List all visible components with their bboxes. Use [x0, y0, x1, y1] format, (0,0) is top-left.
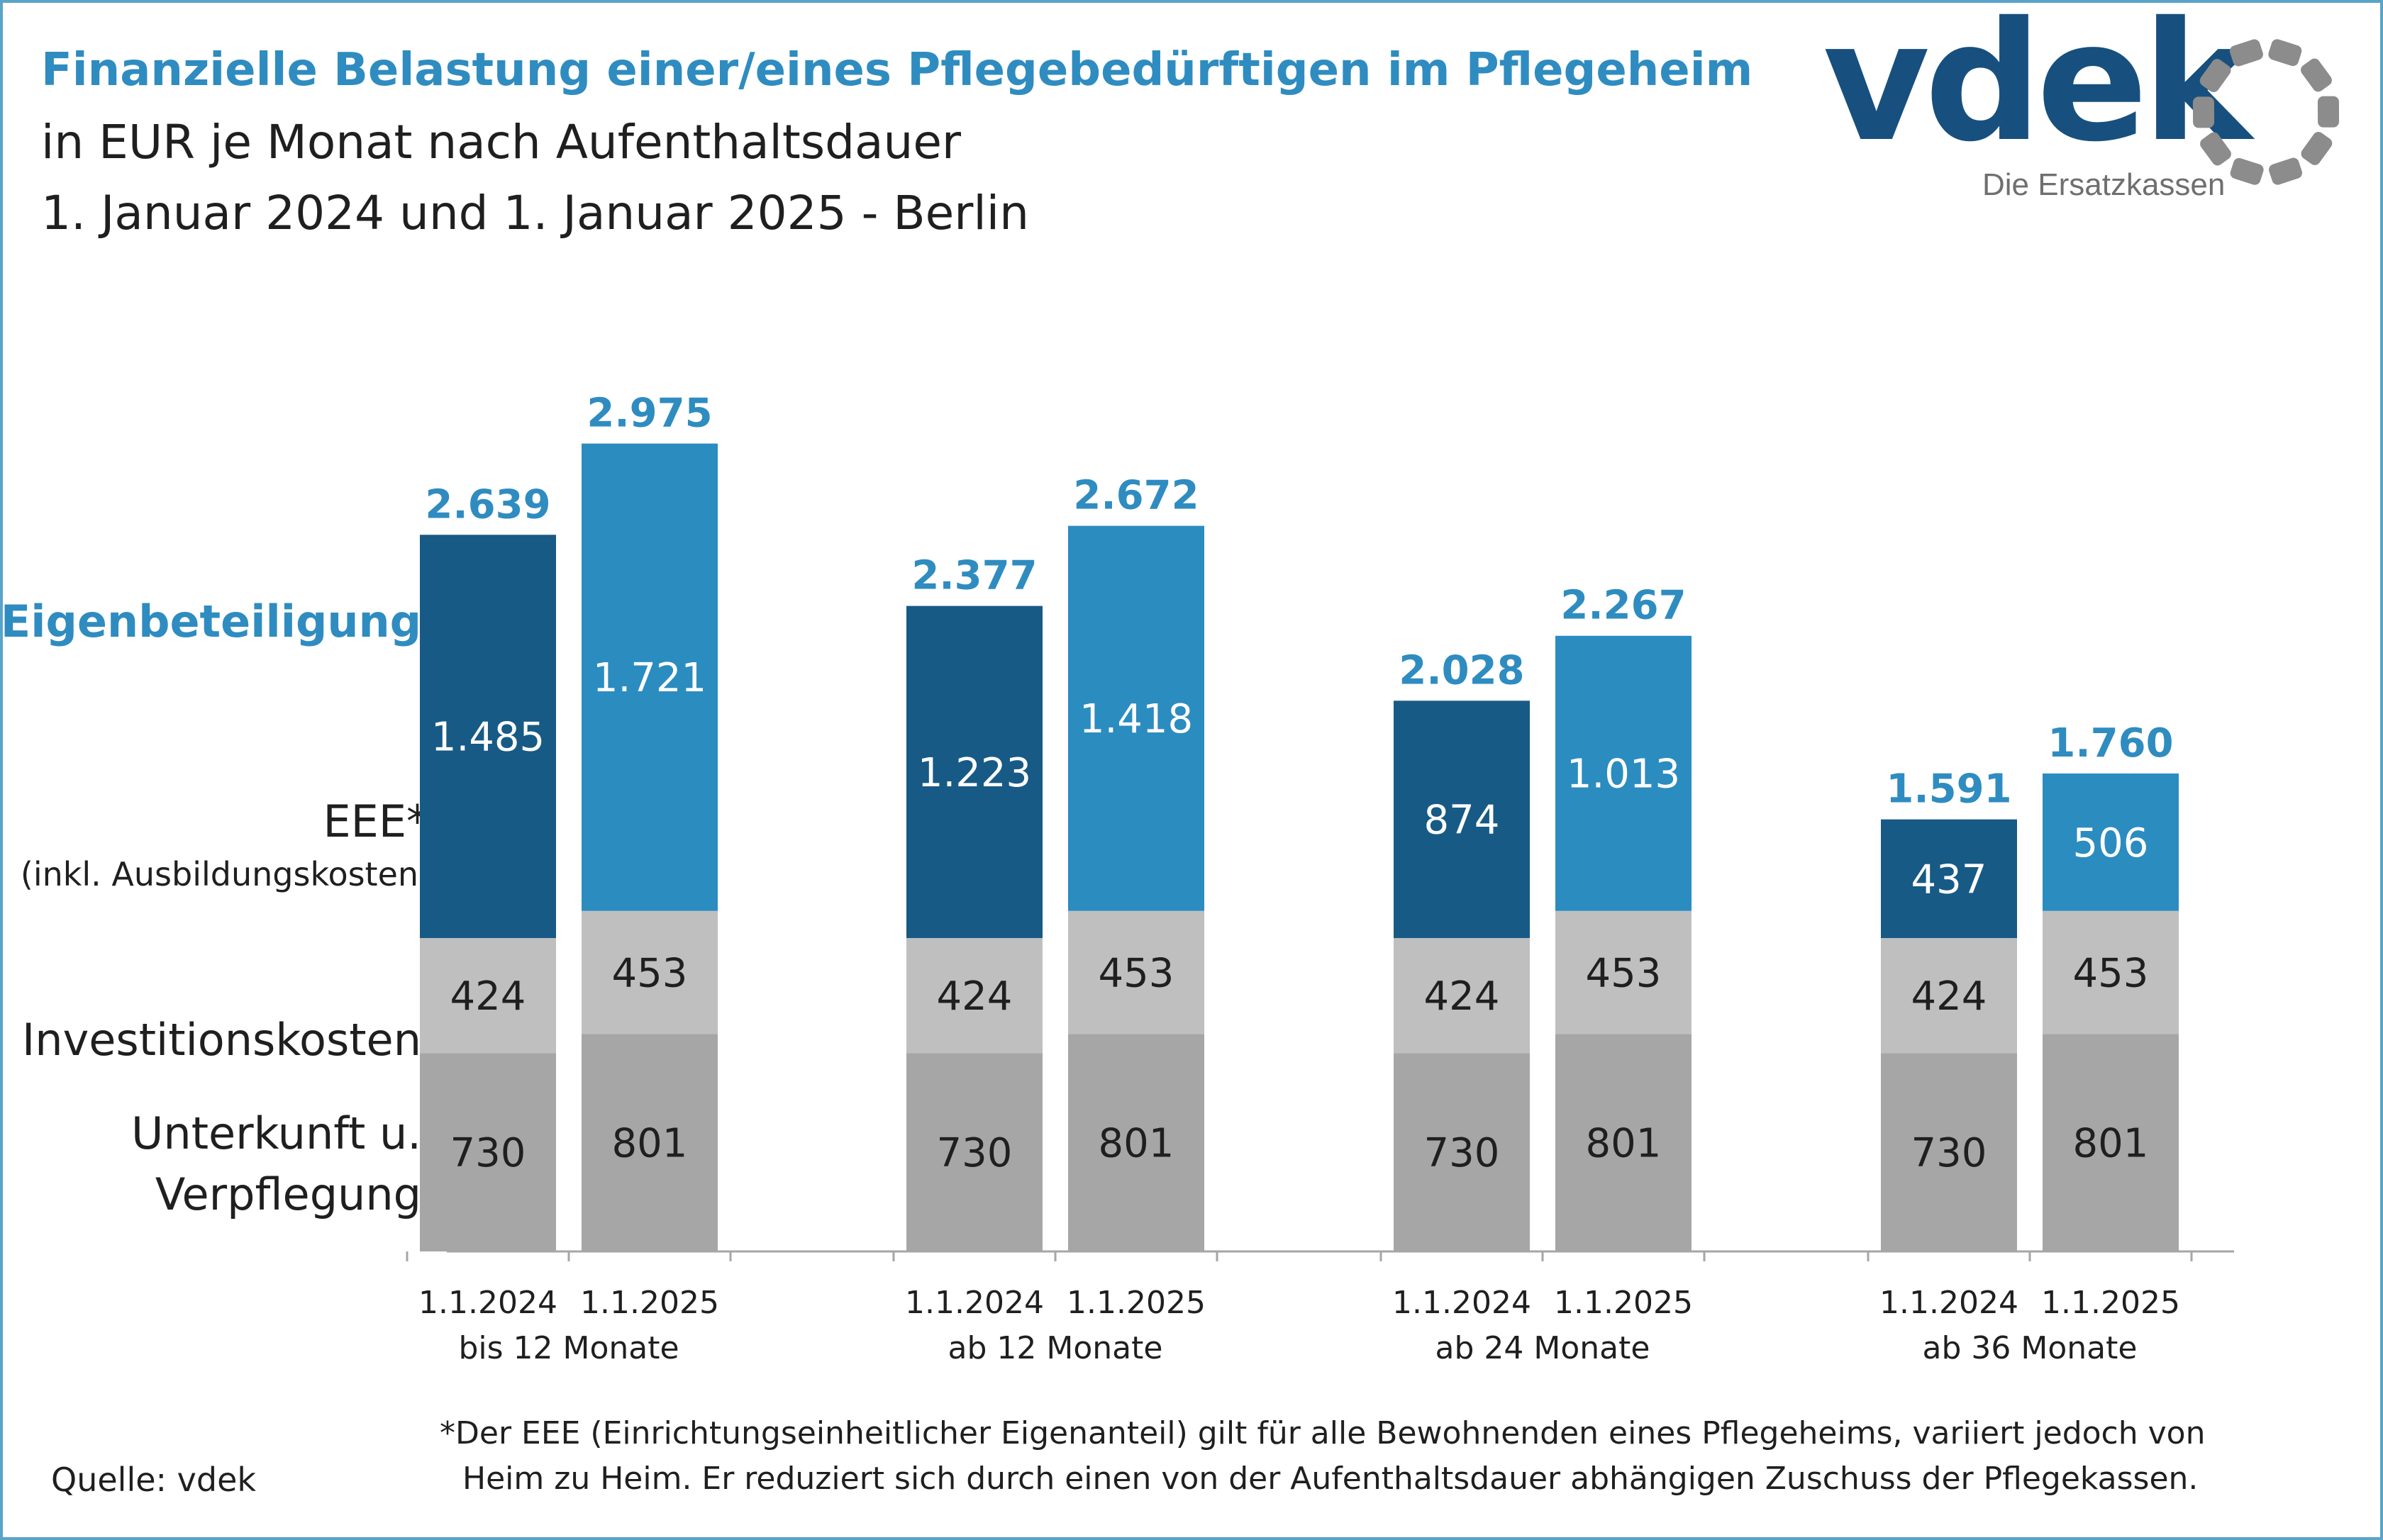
logo-ring-segment-0 [2268, 39, 2302, 67]
logo-ring-segment-3 [2301, 131, 2333, 165]
label-unterkunft-line2: Verpflegung [155, 1168, 421, 1220]
value-label-investition-g1-b0: 424 [937, 973, 1013, 1020]
bar-investition-g3-b0 [1881, 938, 2017, 1054]
total-label-g0-b1: 2.975 [587, 391, 712, 437]
total-label-g3-b1: 1.760 [2048, 720, 2173, 766]
x-tick-label-g2-b0: 1.1.2024 [1392, 1285, 1531, 1321]
total-label-g3-b0: 1.591 [1886, 766, 2011, 813]
total-label-g1-b1: 2.672 [1073, 473, 1199, 519]
label-eee: EEE* [323, 796, 428, 847]
bar-eee-g0-b0 [420, 535, 556, 939]
logo-tagline: Die Ersatzkassen [1982, 167, 2226, 202]
value-label-eee-g2-b1: 1.013 [1567, 752, 1680, 798]
value-label-unterkunft-g3-b1: 801 [2073, 1121, 2149, 1167]
logo-ring-segment-7 [2192, 96, 2215, 128]
bar-investition-g2-b0 [1394, 938, 1530, 1054]
logo-ring-segment-1 [2301, 58, 2332, 92]
value-label-unterkunft-g2-b0: 730 [1424, 1130, 1500, 1176]
logo-ring-segment-6 [2200, 132, 2231, 166]
value-label-investition-g2-b1: 453 [1586, 950, 1662, 996]
value-label-investition-g2-b0: 424 [1424, 973, 1500, 1020]
x-tick-label-g2-b1: 1.1.2025 [1554, 1285, 1693, 1321]
group-label-g0: bis 12 Monate [458, 1330, 679, 1366]
bar-eee-g0-b1 [582, 443, 718, 911]
x-tick-label-g3-b0: 1.1.2024 [1879, 1285, 2018, 1321]
footnote-line2: Heim zu Heim. Er reduziert sich durch ei… [462, 1461, 2199, 1497]
label-eee-sub: (inkl. Ausbildungskosten) [20, 855, 431, 893]
bar-investition-g1-b0 [906, 938, 1043, 1054]
bar-unterkunft-g2-b1 [1555, 1034, 1692, 1251]
bar-eee-g1-b0 [906, 606, 1043, 939]
value-label-unterkunft-g1-b0: 730 [937, 1130, 1013, 1176]
vdek-logo: vdek Die Ersatzkassen [1823, 0, 2348, 213]
bar-unterkunft-g2-b0 [1394, 1053, 1530, 1251]
bar-unterkunft-g3-b1 [2043, 1034, 2179, 1251]
value-label-eee-g1-b1: 1.418 [1079, 696, 1193, 742]
value-label-investition-g0-b0: 424 [450, 973, 526, 1020]
chart-title: Finanzielle Belastung einer/eines Pflege… [41, 44, 1753, 96]
total-label-g2-b0: 2.028 [1399, 647, 1524, 693]
bar-eee-g3-b0 [1881, 819, 2017, 939]
bar-eee-g2-b1 [1555, 635, 1692, 911]
total-label-g0-b0: 2.639 [425, 481, 550, 528]
chart-subtitle: in EUR je Monat nach Aufenthaltsdauer [41, 115, 962, 169]
total-label-g2-b1: 2.267 [1560, 583, 1686, 629]
bar-unterkunft-g1-b1 [1068, 1034, 1204, 1251]
label-eigenbeteiligung: Eigenbeteiligung [0, 596, 421, 647]
value-label-eee-g3-b1: 506 [2073, 820, 2149, 866]
value-label-eee-g3-b0: 437 [1911, 857, 1987, 903]
bar-investition-g2-b1 [1555, 910, 1692, 1034]
x-tick-label-g3-b1: 1.1.2025 [2041, 1285, 2180, 1321]
value-label-unterkunft-g0-b0: 730 [450, 1130, 526, 1176]
value-label-eee-g0-b1: 1.721 [593, 655, 706, 701]
x-tick-label-g1-b0: 1.1.2024 [905, 1285, 1044, 1321]
vdek-circle-logo-icon [2192, 39, 2340, 185]
x-tick-label-g0-b1: 1.1.2025 [580, 1285, 719, 1321]
value-label-unterkunft-g0-b1: 801 [612, 1121, 688, 1167]
footnote-line1: *Der EEE (Einrichtungseinheitlicher Eige… [440, 1415, 2206, 1451]
logo-ring-segment-5 [2230, 157, 2264, 185]
logo-ring-segment-2 [2317, 96, 2340, 128]
x-tick-label-g1-b1: 1.1.2025 [1067, 1285, 1206, 1321]
source-note: Quelle: vdek [51, 1461, 257, 1499]
bar-unterkunft-g0-b0 [420, 1053, 556, 1251]
value-label-investition-g3-b0: 424 [1911, 973, 1987, 1020]
bar-investition-g0-b1 [582, 910, 718, 1034]
bar-investition-g0-b0 [420, 938, 556, 1054]
value-label-unterkunft-g3-b0: 730 [1911, 1130, 1987, 1176]
bar-unterkunft-g3-b0 [1881, 1053, 2017, 1251]
bar-investition-g3-b1 [2043, 910, 2179, 1034]
logo-ring-segment-4 [2269, 157, 2303, 185]
value-label-investition-g3-b1: 453 [2073, 950, 2149, 996]
value-label-unterkunft-g2-b1: 801 [1586, 1121, 1662, 1167]
bar-eee-g2-b0 [1394, 701, 1530, 939]
bar-unterkunft-g0-b1 [582, 1034, 718, 1251]
value-label-eee-g1-b0: 1.223 [918, 750, 1031, 796]
group-label-g3: ab 36 Monate [1923, 1330, 2138, 1366]
bar-eee-g3-b1 [2043, 773, 2179, 911]
label-unterkunft-line1: Unterkunft u. [131, 1107, 421, 1159]
bar-unterkunft-g1-b0 [906, 1053, 1043, 1251]
value-label-eee-g2-b0: 874 [1424, 798, 1500, 844]
logo-ring-segment-8 [2199, 59, 2231, 93]
bar-investition-g1-b1 [1068, 910, 1204, 1034]
logo-ring-segment-9 [2229, 39, 2263, 67]
label-investitionskosten: Investitionskosten [22, 1014, 421, 1066]
value-label-unterkunft-g1-b1: 801 [1099, 1121, 1174, 1167]
bar-eee-g1-b1 [1068, 525, 1204, 911]
logo-wordmark: vdek [1823, 0, 2252, 178]
group-label-g2: ab 24 Monate [1435, 1330, 1650, 1366]
value-label-eee-g0-b0: 1.485 [431, 715, 545, 761]
chart-daterange: 1. Januar 2024 und 1. Januar 2025 - Berl… [41, 186, 1029, 240]
footnote: *Der EEE (Einrichtungseinheitlicher Eige… [440, 1411, 2255, 1502]
total-label-g1-b0: 2.377 [911, 553, 1037, 599]
group-label-g1: ab 12 Monate [948, 1330, 1163, 1366]
value-label-investition-g0-b1: 453 [612, 950, 688, 996]
x-tick-label-g0-b0: 1.1.2024 [418, 1285, 557, 1321]
value-label-investition-g1-b1: 453 [1099, 950, 1174, 996]
